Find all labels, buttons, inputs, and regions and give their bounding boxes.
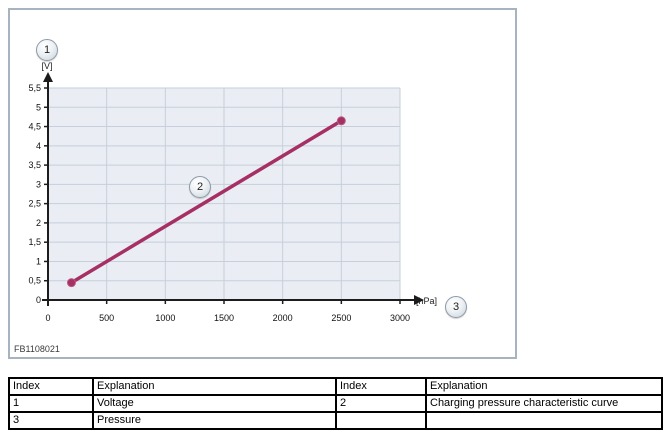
table-header-index-1: Index (8, 377, 94, 396)
y-tick-label: 1 (36, 256, 41, 266)
index-badge-3-label: 3 (452, 301, 460, 313)
table-cell-explanation: Charging pressure characteristic curve (425, 394, 663, 413)
characteristic-curve (69, 119, 344, 285)
y-tick-label: 4 (36, 141, 41, 151)
table-row: 1 Voltage 2 Charging pressure characteri… (8, 394, 663, 413)
x-tick-label: 1000 (155, 313, 175, 323)
y-tick-label: 0,5 (28, 276, 41, 286)
table-cell-index (335, 411, 427, 430)
index-badge-2: 2 (189, 176, 211, 198)
table-cell-index: 2 (335, 394, 427, 413)
table-header-index-2: Index (335, 377, 427, 396)
y-tick-label: 3 (36, 179, 41, 189)
x-tick-label: 1500 (214, 313, 234, 323)
table-header-explanation-2: Explanation (425, 377, 663, 396)
x-axis-arrow (414, 295, 424, 305)
figure-code: FB1108021 (14, 344, 60, 354)
y-tick-label: 2 (36, 218, 41, 228)
x-tick-label: 500 (99, 313, 114, 323)
table-header-explanation-1: Explanation (92, 377, 337, 396)
table-cell-explanation (425, 411, 663, 430)
index-badge-3: 3 (445, 296, 467, 318)
y-tick-label: 5,5 (28, 83, 41, 93)
y-tick-label: 4,5 (28, 122, 41, 132)
y-tick-label: 3,5 (28, 160, 41, 170)
x-tick-label: 2500 (331, 313, 351, 323)
table-cell-explanation: Pressure (92, 411, 337, 430)
figure-panel: 0 500 1000 1500 2000 2500 3000 0 0,5 1 1,5 2 2,5 3 3,5… (8, 8, 517, 359)
table-cell-index: 1 (8, 394, 94, 413)
y-axis-arrow (43, 72, 53, 82)
x-tick-label: 3000 (390, 313, 410, 323)
x-tick-label: 0 (45, 313, 50, 323)
data-point (66, 278, 76, 288)
y-tick-label: 0 (36, 295, 41, 305)
table-header-row: Index Explanation Index Explanation (8, 377, 663, 396)
table-cell-explanation: Voltage (92, 394, 337, 413)
y-tick-label: 1,5 (28, 237, 41, 247)
index-badge-1: 1 (36, 39, 58, 61)
table-cell-index: 3 (8, 411, 94, 430)
x-axis-unit-label: [hPa] (416, 296, 438, 306)
explanation-table: Index Explanation Index Explanation 1 Vo… (8, 377, 663, 430)
y-tick-label: 2,5 (28, 199, 41, 209)
y-axis-unit-label: [V] (41, 61, 53, 71)
x-tick-label: 2000 (273, 313, 293, 323)
characteristic-curve-chart: 0 500 1000 1500 2000 2500 3000 0 0,5 1 1,5 2 2,5 3 3,5… (28, 72, 424, 323)
index-badge-1-label: 1 (43, 44, 51, 56)
index-badge-2-label: 2 (196, 181, 204, 193)
data-point (336, 116, 346, 126)
y-tick-label: 5 (36, 102, 41, 112)
table-row: 3 Pressure (8, 411, 663, 430)
